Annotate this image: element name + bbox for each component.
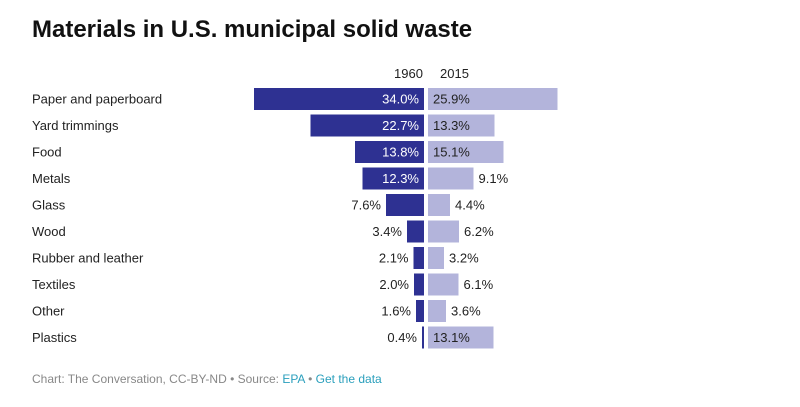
- value-label-2015-plastics: 13.1%: [433, 330, 470, 345]
- value-label-1960-rubber-and-leather: 2.1%: [379, 251, 409, 266]
- category-label-paper-and-paperboard: Paper and paperboard: [32, 92, 162, 107]
- bar-2015-other: [428, 300, 446, 322]
- bar-2015-food: [428, 141, 504, 163]
- value-label-1960-textiles: 2.0%: [379, 277, 409, 292]
- value-label-2015-textiles: 6.1%: [464, 277, 494, 292]
- value-label-1960-other: 1.6%: [381, 304, 411, 319]
- bar-1960-metals: [362, 167, 424, 190]
- bar-1960-textiles: [414, 273, 424, 296]
- value-label-2015-rubber-and-leather: 3.2%: [449, 251, 479, 266]
- chart-title: Materials in U.S. municipal solid waste: [32, 16, 473, 43]
- bar-2015-textiles: [428, 273, 459, 296]
- chart-footer: Chart: The Conversation, CC-BY-ND • Sour…: [32, 372, 382, 386]
- category-label-metals: Metals: [32, 171, 71, 186]
- bar-2015-paper-and-paperboard: [428, 88, 558, 110]
- bar-2015-rubber-and-leather: [428, 247, 444, 269]
- value-label-1960-glass: 7.6%: [351, 198, 381, 213]
- value-label-2015-wood: 6.2%: [464, 224, 494, 239]
- value-label-2015-metals: 9.1%: [479, 171, 509, 186]
- bar-2015-metals: [428, 167, 474, 190]
- value-label-1960-metals: 12.3%: [382, 171, 419, 186]
- value-label-2015-yard-trimmings: 13.3%: [433, 118, 470, 133]
- value-label-2015-paper-and-paperboard: 25.9%: [433, 92, 470, 107]
- bar-2015-wood: [428, 220, 459, 243]
- value-label-2015-glass: 4.4%: [455, 198, 485, 213]
- value-label-2015-other: 3.6%: [451, 304, 481, 319]
- bar-1960-food: [355, 141, 424, 163]
- bar-1960-wood: [407, 220, 424, 243]
- column-header-1960: 1960: [394, 66, 423, 81]
- bar-1960-other: [416, 300, 424, 322]
- value-label-1960-plastics: 0.4%: [387, 330, 417, 345]
- bar-2015-plastics: [428, 326, 494, 349]
- category-label-textiles: Textiles: [32, 277, 76, 292]
- bar-1960-glass: [386, 194, 424, 216]
- category-label-glass: Glass: [32, 198, 66, 213]
- bar-1960-paper-and-paperboard: [254, 88, 424, 110]
- bar-1960-plastics: [422, 326, 424, 349]
- category-label-plastics: Plastics: [32, 330, 77, 345]
- footer-separator: •: [304, 372, 316, 386]
- value-label-1960-wood: 3.4%: [372, 224, 402, 239]
- category-label-wood: Wood: [32, 224, 66, 239]
- category-label-yard-trimmings: Yard trimmings: [32, 118, 119, 133]
- bar-1960-rubber-and-leather: [413, 247, 424, 269]
- column-header-2015: 2015: [440, 66, 469, 81]
- category-label-food: Food: [32, 145, 62, 160]
- category-label-rubber-and-leather: Rubber and leather: [32, 251, 144, 266]
- bar-1960-yard-trimmings: [310, 114, 424, 137]
- value-label-1960-food: 13.8%: [382, 145, 419, 160]
- value-label-1960-yard-trimmings: 22.7%: [382, 118, 419, 133]
- bar-2015-glass: [428, 194, 450, 216]
- get-the-data-link[interactable]: Get the data: [315, 372, 382, 386]
- value-label-2015-food: 15.1%: [433, 145, 470, 160]
- bar-2015-yard-trimmings: [428, 114, 495, 137]
- category-label-other: Other: [32, 304, 65, 319]
- source-link-epa[interactable]: EPA: [282, 372, 305, 386]
- footer-credit: Chart: The Conversation, CC-BY-ND • Sour…: [32, 372, 283, 386]
- value-label-1960-paper-and-paperboard: 34.0%: [382, 92, 419, 107]
